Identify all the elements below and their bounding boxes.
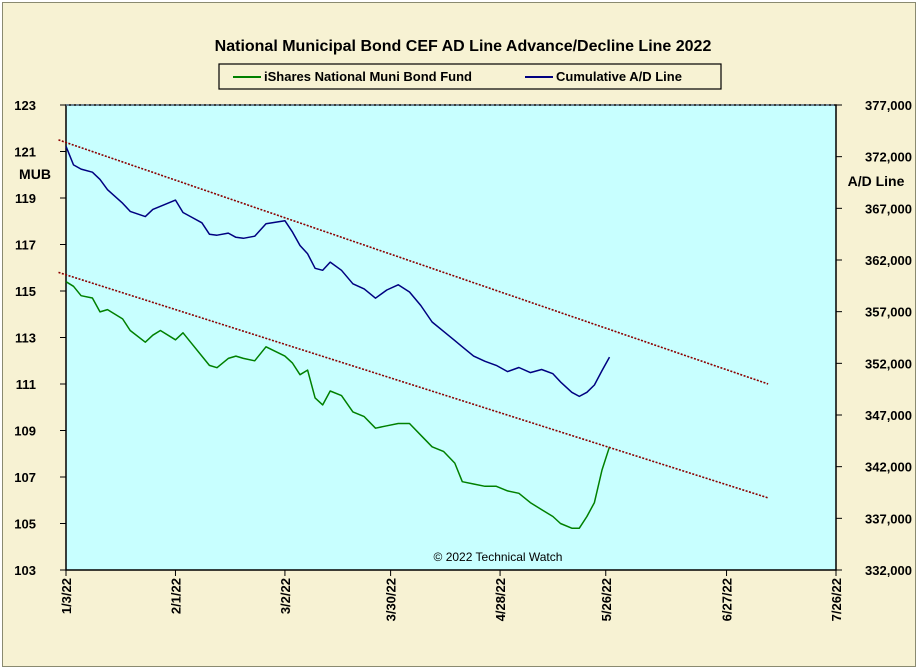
- y-right-tick-label: 367,000: [865, 201, 912, 216]
- y-right-tick-label: 362,000: [865, 253, 912, 268]
- upper-trendline: [58, 139, 769, 385]
- x-tick-label: 3/2/22: [278, 578, 293, 614]
- copyright-text: © 2022 Technical Watch: [434, 550, 563, 564]
- y-left-tick-label: 107: [14, 470, 36, 485]
- y-left-tick-label: 115: [15, 284, 36, 299]
- y-right-tick-label: 342,000: [865, 460, 912, 475]
- series-layer: [58, 139, 769, 529]
- cumulative-ad-line: [65, 146, 611, 398]
- y-axis-right-title: A/D Line: [848, 173, 905, 189]
- lower-trendline: [58, 271, 769, 499]
- y-right-tick-label: 347,000: [865, 408, 912, 423]
- legend: iShares National Muni Bond Fund Cumulati…: [218, 63, 722, 90]
- mub-price-line: [65, 281, 611, 529]
- y-axis-left-title: MUB: [19, 166, 51, 182]
- x-tick-label: 1/3/22: [59, 578, 74, 614]
- y-right-tick-label: 337,000: [865, 511, 912, 526]
- chart-title: National Municipal Bond CEF AD Line Adva…: [215, 38, 712, 55]
- x-tick-label: 3/30/22: [384, 578, 399, 621]
- y-left-tick-label: 123: [14, 98, 36, 113]
- legend-label-mub: iShares National Muni Bond Fund: [264, 69, 472, 84]
- y-left-tick-label: 111: [16, 377, 36, 392]
- y-left-tick-label: 117: [15, 238, 36, 253]
- x-tick-label: 2/1/22: [168, 578, 183, 614]
- x-tick-label: 4/28/22: [493, 578, 508, 621]
- x-tick-label: 5/26/22: [599, 578, 614, 621]
- legend-label-ad-line: Cumulative A/D Line: [556, 69, 682, 84]
- y-right-tick-label: 377,000: [865, 98, 912, 113]
- y-right-tick-label: 372,000: [865, 150, 912, 165]
- legend-box: [218, 63, 722, 90]
- y-left-tick-label: 113: [15, 331, 36, 346]
- x-tick-label: 7/26/22: [829, 578, 844, 621]
- y-left-tick-label: 103: [14, 563, 36, 578]
- y-left-tick-label: 119: [15, 191, 36, 206]
- y-right-tick-label: 332,000: [865, 563, 912, 578]
- axis-ticks: 123 121 119 117 115 113 111 109 107 105 103 377,000…: [14, 98, 912, 621]
- y-right-tick-label: 357,000: [865, 305, 912, 320]
- y-right-tick-label: 352,000: [865, 356, 912, 371]
- y-left-tick-label: 109: [14, 424, 36, 439]
- y-left-tick-label: 121: [14, 145, 36, 160]
- y-left-tick-label: 105: [14, 517, 36, 532]
- x-tick-label: 6/27/22: [720, 578, 735, 621]
